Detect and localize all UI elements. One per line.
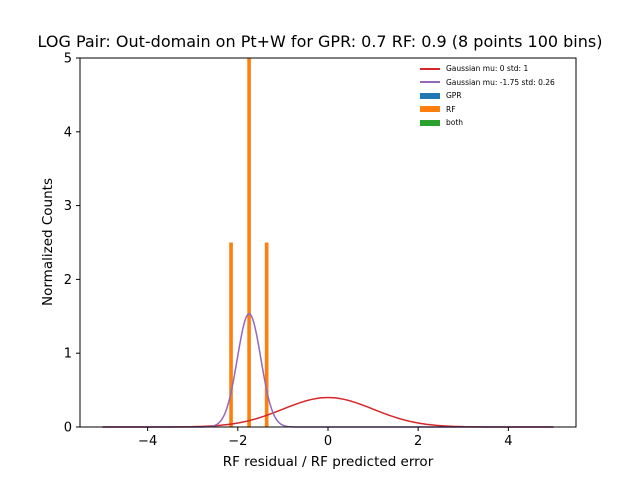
y-axis-label: Normalized Counts [40,178,56,306]
y-tick-label: 1 [64,347,72,362]
legend-item: Gaussian mu: -1.75 std: 0.26 [420,76,555,90]
y-tick-label: 4 [64,125,72,140]
legend-item: Gaussian mu: 0 std: 1 [420,62,555,76]
chart-title: LOG Pair: Out-domain on Pt+W for GPR: 0.… [37,32,603,51]
histogram-bar-rf [264,242,269,427]
legend-swatch [420,67,440,70]
legend-label: RF [446,104,456,114]
histogram-bar-rf [229,242,233,427]
x-tick-label: −2 [228,434,247,449]
y-tick-label: 0 [64,421,72,436]
y-tick-label: 5 [64,52,72,67]
legend-label: both [446,118,464,128]
legend-item: GPR [420,89,555,103]
gaussian-curve-2 [102,312,554,428]
legend-swatch [420,81,440,84]
gaussian-curve-1 [102,396,554,428]
y-tick-label: 2 [64,273,72,288]
legend-label: Gaussian mu: -1.75 std: 0.26 [446,77,555,87]
chart-legend: Gaussian mu: 0 std: 1 Gaussian mu: -1.75 … [420,62,555,130]
legend-swatch [420,106,440,113]
legend-label: GPR [446,91,462,101]
legend-swatch [420,92,440,99]
histogram-bar-rf [247,58,251,427]
legend-item: RF [420,103,555,117]
x-tick-label: 2 [414,434,422,449]
legend-label: Gaussian mu: 0 std: 1 [446,64,529,74]
legend-swatch [420,119,440,126]
x-tick-label: −4 [138,434,157,449]
legend-item: both [420,116,555,130]
x-axis-label: RF residual / RF predicted error [222,454,434,470]
x-tick-label: 4 [504,434,512,449]
x-tick-label: 0 [324,434,332,449]
y-tick-label: 3 [64,199,72,214]
